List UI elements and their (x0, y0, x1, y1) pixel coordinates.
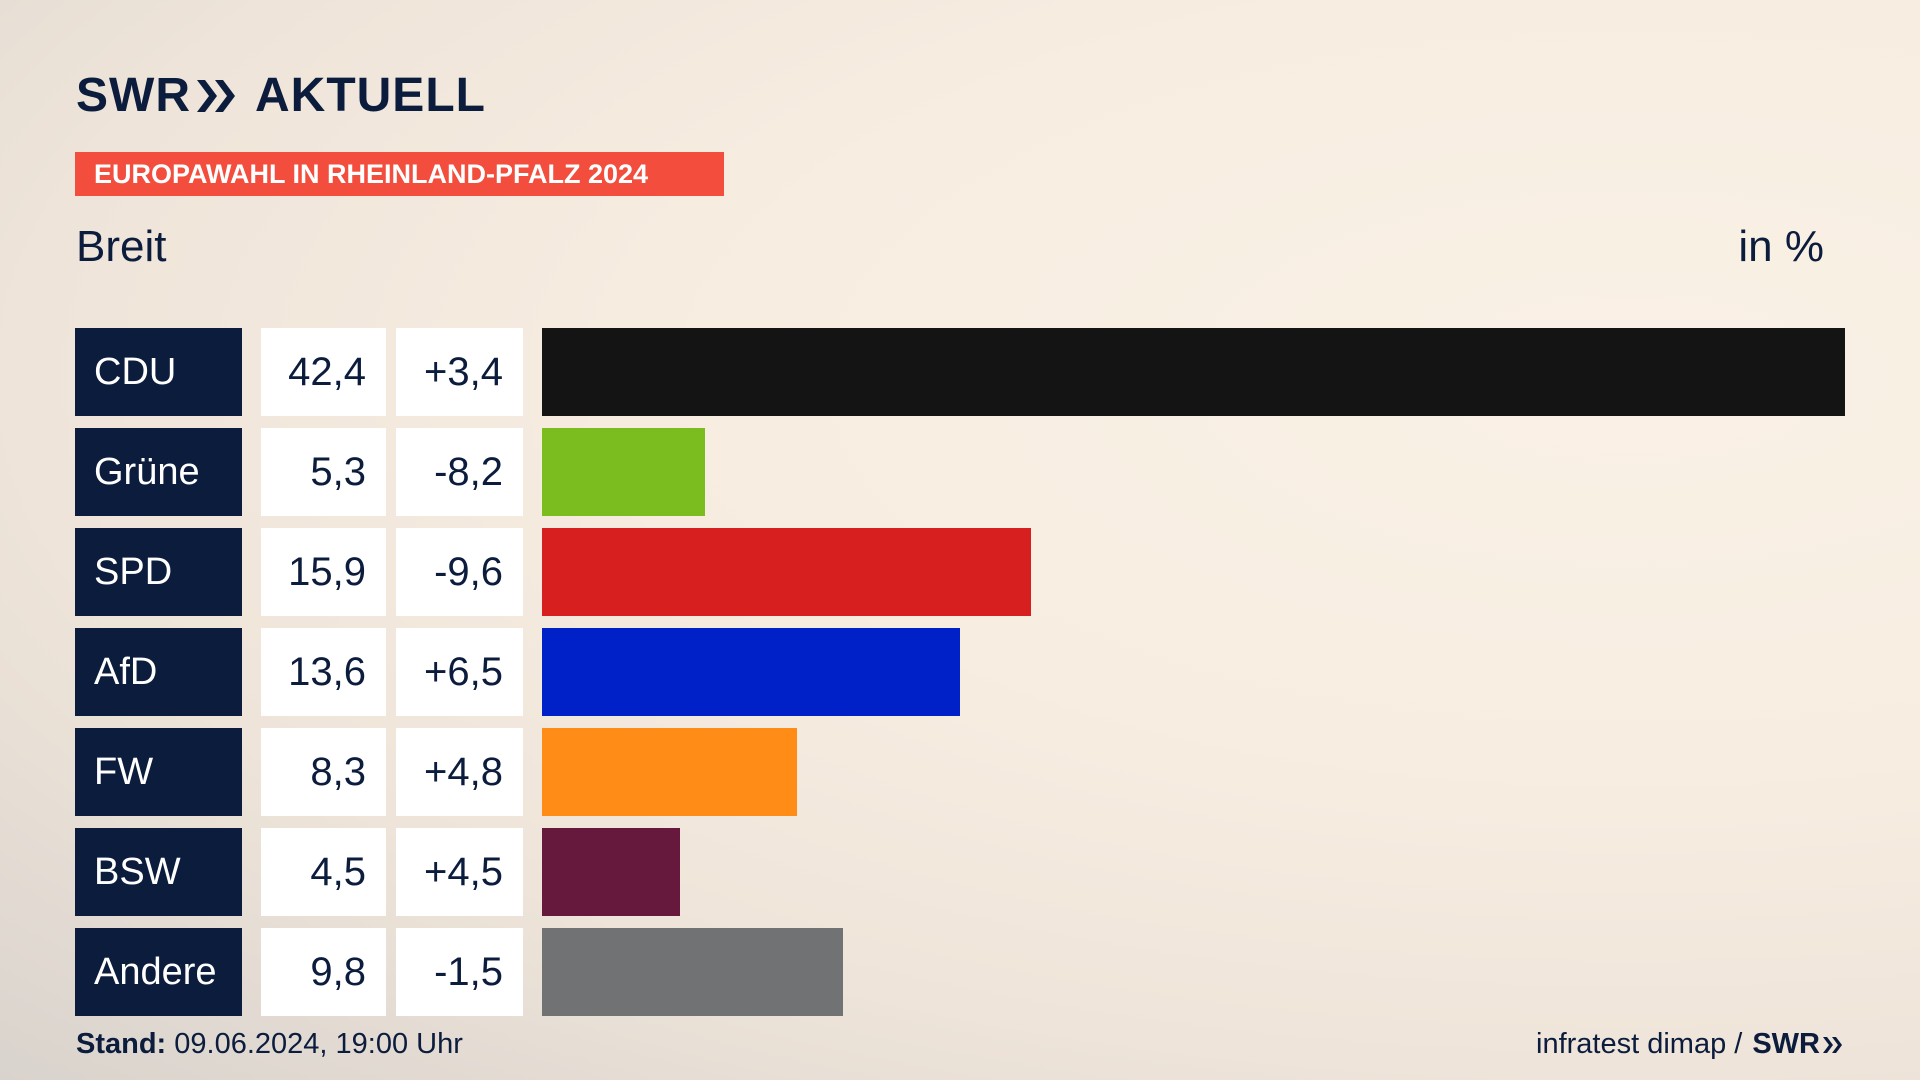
vote-share-bar (542, 828, 681, 916)
chart-subtitle: Breit (76, 222, 167, 271)
vote-share-value: 15,9 (261, 528, 386, 616)
source-text: infratest dimap / (1536, 1028, 1743, 1060)
party-label: FW (75, 728, 242, 816)
vote-share-value: 5,3 (261, 428, 386, 516)
vote-share-value: 13,6 (261, 628, 386, 716)
vote-share-bar (542, 728, 798, 816)
vote-change-value: -8,2 (396, 428, 523, 516)
vote-change-value: +3,4 (396, 328, 523, 416)
party-label: BSW (75, 828, 242, 916)
result-row: Andere 9,8 -1,5 (75, 928, 1845, 1016)
vote-share-value: 42,4 (261, 328, 386, 416)
vote-share-bar (542, 328, 1845, 416)
vote-change-value: +4,8 (396, 728, 523, 816)
party-label: CDU (75, 328, 242, 416)
vote-share-bar (542, 928, 844, 1016)
stand-label: Stand: (76, 1028, 167, 1060)
party-label: Andere (75, 928, 242, 1016)
election-banner: EUROPAWAHL IN RHEINLAND-PFALZ 2024 (75, 152, 724, 196)
result-row: FW 8,3 +4,8 (75, 728, 1845, 816)
result-row: Grüne 5,3 -8,2 (75, 428, 1845, 516)
swr-aktuell-logo: SWR AKTUELL (76, 68, 486, 123)
double-chevron-small-icon (1823, 1036, 1842, 1053)
party-label: Grüne (75, 428, 242, 516)
vote-share-value: 8,3 (261, 728, 386, 816)
unit-label: in % (1738, 222, 1824, 271)
vote-change-value: +4,5 (396, 828, 523, 916)
logo-swr-text: SWR (76, 69, 191, 122)
source-logo-text: SWR (1752, 1028, 1820, 1060)
vote-share-value: 4,5 (261, 828, 386, 916)
result-row: BSW 4,5 +4,5 (75, 828, 1845, 916)
vote-share-bar (542, 428, 705, 516)
double-chevron-icon (196, 79, 235, 112)
source-credit: infratest dimap / SWR (1536, 1028, 1844, 1061)
logo-aktuell-text: AKTUELL (254, 69, 486, 122)
vote-share-bar (542, 628, 960, 716)
result-row: SPD 15,9 -9,6 (75, 528, 1845, 616)
vote-share-bar (542, 528, 1031, 616)
vote-change-value: -1,5 (396, 928, 523, 1016)
party-label: SPD (75, 528, 242, 616)
timestamp: Stand: 09.06.2024, 19:00 Uhr (76, 1028, 463, 1061)
stand-value: 09.06.2024, 19:00 Uhr (174, 1028, 463, 1060)
result-row: AfD 13,6 +6,5 (75, 628, 1845, 716)
vote-change-value: -9,6 (396, 528, 523, 616)
vote-share-value: 9,8 (261, 928, 386, 1016)
party-label: AfD (75, 628, 242, 716)
result-row: CDU 42,4 +3,4 (75, 328, 1845, 416)
vote-change-value: +6,5 (396, 628, 523, 716)
